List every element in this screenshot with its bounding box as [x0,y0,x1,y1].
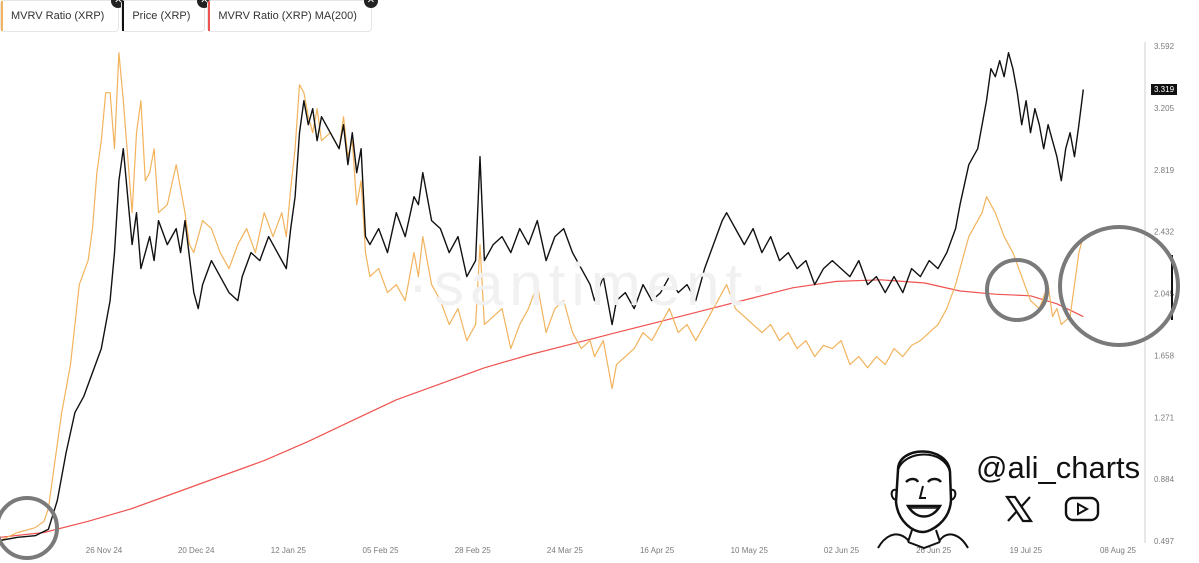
legend-label: MVRV Ratio (XRP) MA(200) [218,10,357,22]
x-tick-label: 26 Nov 24 [86,546,123,555]
series-line-1 [0,52,1084,542]
legend-swatch [1,1,3,31]
y-tick-label: 0.497 [1154,537,1175,546]
legend-swatch [208,1,211,31]
author-handle: @ali_charts [976,450,1141,485]
x-tick-label: 20 Dec 24 [178,546,215,555]
x-tick-label: 10 May 25 [731,546,769,555]
legend: MVRV Ratio (XRP) ✕ Price (XRP) ✕ MVRV Ratio … [0,0,378,34]
y-tick-label: 3.592 [1154,42,1175,51]
x-tick-label: 12 Jan 25 [271,546,307,555]
youtube-icon[interactable] [1064,496,1100,522]
y-tick-label: 0.884 [1154,475,1175,484]
series-line-2 [0,279,1084,538]
x-tick-label: 24 Mar 25 [547,546,584,555]
avatar [877,450,969,550]
series-line-0 [0,52,1084,542]
legend-label: Price (XRP) [132,10,191,22]
legend-label: MVRV Ratio (XRP) [11,10,105,22]
y-tick-label: 3.205 [1154,104,1175,113]
x-tick-label: 02 Jun 25 [824,546,860,555]
x-tick-label: 26 Jun 25 [916,546,952,555]
close-icon[interactable]: ✕ [197,0,212,8]
highlight-circle [0,496,59,560]
y-tick-label: 2.045 [1154,290,1175,299]
x-tick-label: 05 Feb 25 [363,546,400,555]
close-icon[interactable]: ✕ [111,0,126,8]
highlight-circle [1058,225,1180,347]
x-tick-label: 16 Apr 25 [640,546,675,555]
y-tick-label: 2.432 [1154,228,1175,237]
legend-item[interactable]: MVRV Ratio (XRP) ✕ [0,0,126,32]
x-tick-label: 08 Aug 25 [1100,546,1137,555]
legend-item[interactable]: Price (XRP) ✕ [121,0,212,32]
current-price-badge: 3.319 [1151,84,1178,95]
legend-swatch [122,1,125,31]
y-tick-label: 2.819 [1154,166,1175,175]
highlight-circle [985,258,1049,322]
x-tick-label: 28 Feb 25 [455,546,492,555]
santiment-watermark: ·santiment· [408,251,775,318]
y-tick-label: 1.658 [1154,351,1175,360]
close-icon[interactable]: ✕ [363,0,378,8]
x-logo-icon[interactable] [1004,494,1034,524]
legend-item[interactable]: MVRV Ratio (XRP) MA(200) ✕ [207,0,378,32]
x-tick-label: 19 Jul 25 [1010,546,1043,555]
author-branding: @ali_charts [868,430,1148,550]
y-tick-label: 1.271 [1154,413,1175,422]
